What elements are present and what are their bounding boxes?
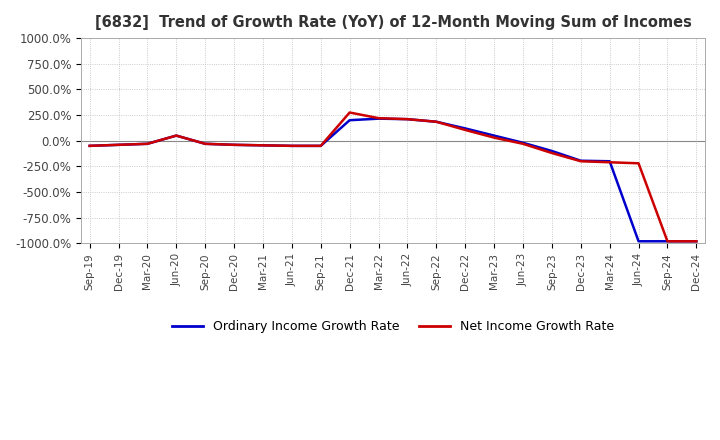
Legend: Ordinary Income Growth Rate, Net Income Growth Rate: Ordinary Income Growth Rate, Net Income … <box>167 315 619 338</box>
Ordinary Income Growth Rate <box>172 133 181 138</box>
Ordinary Income Growth Rate <box>143 141 152 147</box>
Net Income Growth Rate <box>663 238 672 244</box>
Ordinary Income Growth Rate <box>258 143 267 148</box>
Line: Ordinary Income Growth Rate: Ordinary Income Growth Rate <box>89 119 696 241</box>
Net Income Growth Rate <box>374 116 383 121</box>
Net Income Growth Rate <box>230 142 238 147</box>
Net Income Growth Rate <box>432 119 441 125</box>
Net Income Growth Rate <box>172 133 181 138</box>
Ordinary Income Growth Rate <box>85 143 94 148</box>
Ordinary Income Growth Rate <box>548 148 557 154</box>
Net Income Growth Rate <box>201 141 210 147</box>
Net Income Growth Rate <box>346 110 354 115</box>
Ordinary Income Growth Rate <box>201 141 210 147</box>
Net Income Growth Rate <box>143 141 152 147</box>
Net Income Growth Rate <box>606 160 614 165</box>
Ordinary Income Growth Rate <box>490 133 498 138</box>
Ordinary Income Growth Rate <box>346 117 354 123</box>
Ordinary Income Growth Rate <box>374 116 383 121</box>
Ordinary Income Growth Rate <box>230 142 238 147</box>
Net Income Growth Rate <box>518 141 527 147</box>
Net Income Growth Rate <box>114 142 123 147</box>
Ordinary Income Growth Rate <box>606 158 614 164</box>
Ordinary Income Growth Rate <box>461 126 469 131</box>
Ordinary Income Growth Rate <box>663 238 672 244</box>
Net Income Growth Rate <box>634 161 643 166</box>
Ordinary Income Growth Rate <box>432 119 441 125</box>
Net Income Growth Rate <box>403 117 412 122</box>
Net Income Growth Rate <box>317 143 325 148</box>
Ordinary Income Growth Rate <box>287 143 296 148</box>
Ordinary Income Growth Rate <box>518 140 527 145</box>
Net Income Growth Rate <box>287 143 296 148</box>
Net Income Growth Rate <box>548 150 557 156</box>
Net Income Growth Rate <box>85 143 94 148</box>
Line: Net Income Growth Rate: Net Income Growth Rate <box>89 113 696 241</box>
Net Income Growth Rate <box>461 127 469 132</box>
Ordinary Income Growth Rate <box>577 158 585 163</box>
Title: [6832]  Trend of Growth Rate (YoY) of 12-Month Moving Sum of Incomes: [6832] Trend of Growth Rate (YoY) of 12-… <box>94 15 691 30</box>
Net Income Growth Rate <box>692 238 701 244</box>
Ordinary Income Growth Rate <box>403 117 412 122</box>
Net Income Growth Rate <box>258 143 267 148</box>
Ordinary Income Growth Rate <box>692 238 701 244</box>
Net Income Growth Rate <box>577 158 585 164</box>
Ordinary Income Growth Rate <box>317 143 325 148</box>
Ordinary Income Growth Rate <box>634 238 643 244</box>
Net Income Growth Rate <box>490 135 498 140</box>
Ordinary Income Growth Rate <box>114 142 123 147</box>
